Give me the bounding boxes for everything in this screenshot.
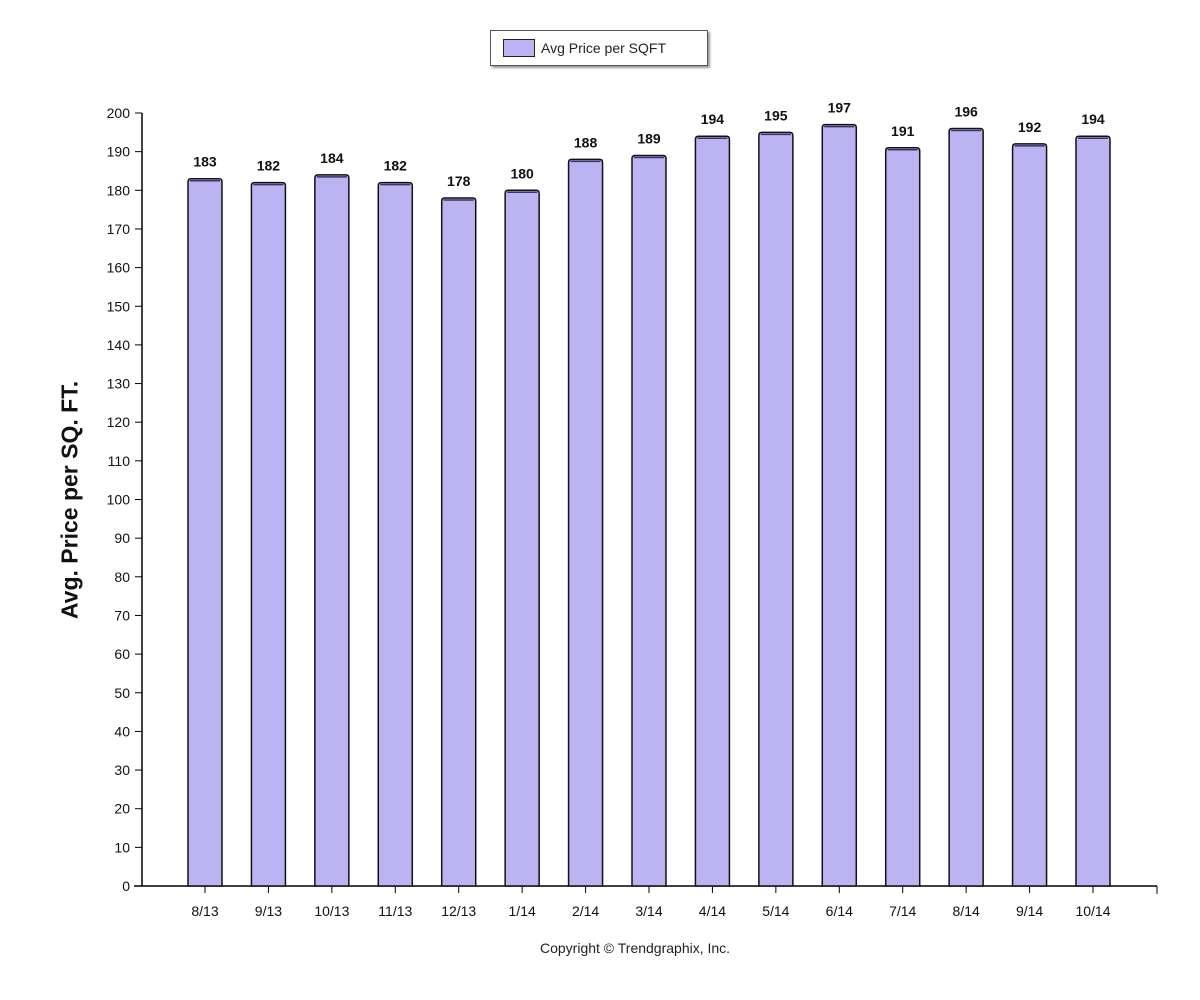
y-tick-label: 180 <box>107 182 131 198</box>
y-tick-label: 40 <box>114 723 130 739</box>
x-tick-label: 9/14 <box>1016 903 1043 919</box>
data-label: 182 <box>257 158 281 174</box>
x-tick-label: 6/14 <box>826 903 853 919</box>
bar <box>1011 143 1048 887</box>
y-tick-label: 90 <box>114 530 130 546</box>
x-tick-label: 11/13 <box>378 903 412 919</box>
bar <box>567 158 604 887</box>
y-tick-label: 80 <box>114 569 130 585</box>
y-tick-label: 10 <box>114 839 130 855</box>
y-tick-label: 130 <box>107 376 131 392</box>
y-tick-label: 70 <box>114 607 130 623</box>
y-tick-label: 60 <box>114 646 130 662</box>
bar <box>631 154 667 887</box>
bar <box>314 174 350 887</box>
x-tick-label: 3/14 <box>635 903 662 919</box>
data-label: 194 <box>701 111 725 127</box>
bar <box>1075 135 1111 887</box>
y-axis-label: Avg. Price per SQ. FT. <box>56 380 83 620</box>
data-label: 192 <box>1018 119 1042 135</box>
x-tick-label: 8/13 <box>191 903 218 919</box>
bar <box>758 131 794 887</box>
data-label: 180 <box>510 165 534 181</box>
bar <box>821 123 858 887</box>
data-label: 196 <box>954 103 978 119</box>
x-tick-label: 8/14 <box>953 903 980 919</box>
bar <box>504 189 540 887</box>
y-tick-label: 170 <box>107 221 131 237</box>
x-tick-label: 10/14 <box>1075 903 1110 919</box>
bar <box>187 177 223 887</box>
y-tick-label: 190 <box>107 144 131 160</box>
data-label: 189 <box>637 131 661 147</box>
data-label: 182 <box>384 158 408 174</box>
y-tick-label: 50 <box>114 685 130 701</box>
data-label: 191 <box>891 123 915 139</box>
bar <box>440 197 477 887</box>
data-label: 195 <box>764 107 788 123</box>
x-tick-label: 10/13 <box>314 903 349 919</box>
bar <box>694 135 731 887</box>
bar <box>250 181 287 887</box>
data-label: 197 <box>828 100 852 116</box>
legend-swatch <box>503 39 535 57</box>
x-tick-label: 2/14 <box>572 903 599 919</box>
chart-legend: Avg Price per SQFT <box>490 30 708 66</box>
bar <box>377 181 414 887</box>
y-tick-label: 20 <box>114 801 130 817</box>
copyright-text: Copyright © Trendgraphix, Inc. <box>540 940 731 956</box>
y-tick-label: 160 <box>107 260 131 276</box>
y-tick-label: 150 <box>107 298 131 314</box>
y-tick-label: 30 <box>114 762 130 778</box>
data-label: 194 <box>1081 111 1105 127</box>
bar <box>884 147 921 887</box>
data-label: 188 <box>574 134 598 150</box>
data-label: 178 <box>447 173 471 189</box>
y-tick-label: 100 <box>107 492 131 508</box>
legend-label: Avg Price per SQFT <box>541 40 667 56</box>
data-label: 183 <box>193 154 217 170</box>
y-tick-label: 110 <box>108 453 131 469</box>
x-tick-label: 12/13 <box>441 903 476 919</box>
y-tick-label: 200 <box>107 105 131 121</box>
x-tick-label: 4/14 <box>699 903 726 919</box>
y-tick-label: 120 <box>107 414 131 430</box>
x-tick-label: 9/13 <box>255 903 282 919</box>
y-tick-label: 140 <box>107 337 131 353</box>
data-label: 184 <box>320 150 344 166</box>
bar <box>948 127 984 887</box>
y-tick-label: 0 <box>122 878 130 894</box>
x-tick-label: 1/14 <box>509 903 536 919</box>
x-tick-label: 7/14 <box>889 903 916 919</box>
x-tick-label: 5/14 <box>762 903 789 919</box>
